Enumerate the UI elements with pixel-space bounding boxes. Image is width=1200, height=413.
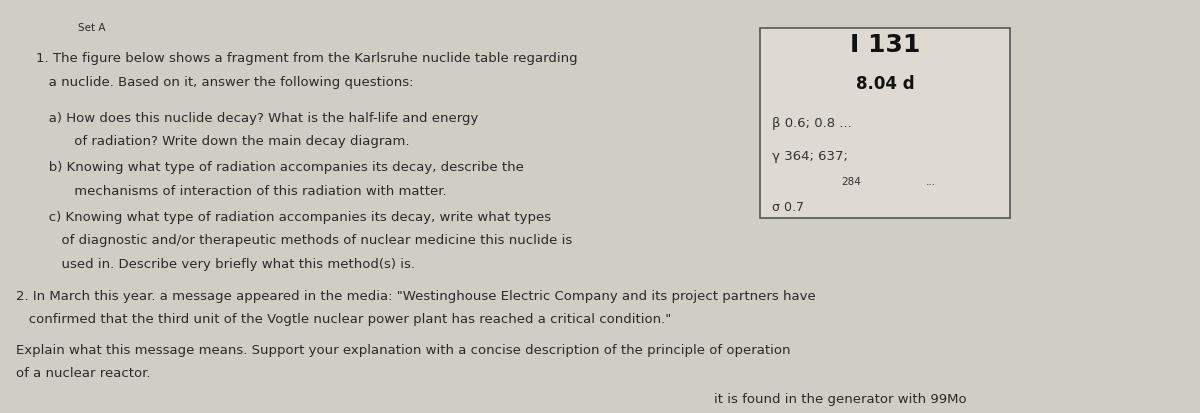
- Text: it is found in the generator with 99Mo: it is found in the generator with 99Mo: [714, 393, 967, 406]
- Text: Set A: Set A: [78, 23, 106, 33]
- Text: 1. The figure below shows a fragment from the Karlsruhe nuclide table regarding: 1. The figure below shows a fragment fro…: [36, 52, 577, 64]
- FancyBboxPatch shape: [760, 28, 1010, 218]
- Text: β 0.6; 0.8 ...: β 0.6; 0.8 ...: [772, 117, 852, 130]
- Text: 284: 284: [841, 177, 862, 187]
- Text: I 131: I 131: [850, 33, 920, 57]
- Text: γ 364; 637;: γ 364; 637;: [772, 150, 848, 163]
- Text: Explain what this message means. Support your explanation with a concise descrip: Explain what this message means. Support…: [16, 344, 790, 356]
- Text: of diagnostic and/or therapeutic methods of nuclear medicine this nuclide is: of diagnostic and/or therapeutic methods…: [36, 234, 572, 247]
- Text: confirmed that the third unit of the Vogtle nuclear power plant has reached a cr: confirmed that the third unit of the Vog…: [16, 313, 671, 326]
- Text: a) How does this nuclide decay? What is the half-life and energy: a) How does this nuclide decay? What is …: [36, 112, 479, 124]
- Text: used in. Describe very briefly what this method(s) is.: used in. Describe very briefly what this…: [36, 258, 415, 271]
- Text: σ 0.7: σ 0.7: [772, 202, 804, 214]
- Text: c) Knowing what type of radiation accompanies its decay, write what types: c) Knowing what type of radiation accomp…: [36, 211, 551, 223]
- Text: b) Knowing what type of radiation accompanies its decay, describe the: b) Knowing what type of radiation accomp…: [36, 161, 524, 174]
- Text: 8.04 d: 8.04 d: [856, 76, 914, 93]
- Text: mechanisms of interaction of this radiation with matter.: mechanisms of interaction of this radiat…: [36, 185, 446, 197]
- Text: ...: ...: [925, 177, 936, 187]
- Text: a nuclide. Based on it, answer the following questions:: a nuclide. Based on it, answer the follo…: [36, 76, 414, 89]
- Text: of radiation? Write down the main decay diagram.: of radiation? Write down the main decay …: [36, 135, 409, 148]
- Text: 2. In March this year. a message appeared in the media: "Westinghouse Electric C: 2. In March this year. a message appeare…: [16, 290, 815, 303]
- Text: of a nuclear reactor.: of a nuclear reactor.: [16, 367, 150, 380]
